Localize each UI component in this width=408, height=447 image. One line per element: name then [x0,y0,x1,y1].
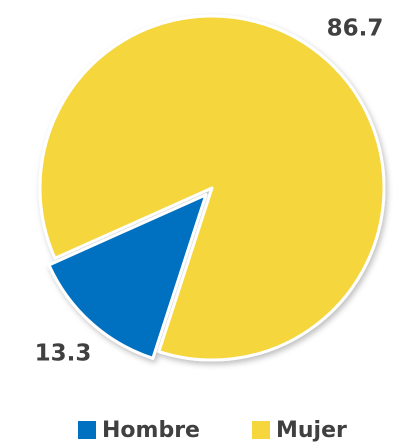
pie [38,14,386,362]
legend-label: Mujer [276,418,347,443]
legend-swatch [78,421,96,439]
pie-slice [47,193,208,360]
data-label: 13.3 [35,340,92,366]
pie-slice [38,14,386,362]
data-label: 86.7 [327,15,384,41]
legend-label: Hombre [102,418,200,443]
legend-swatch [252,421,270,439]
